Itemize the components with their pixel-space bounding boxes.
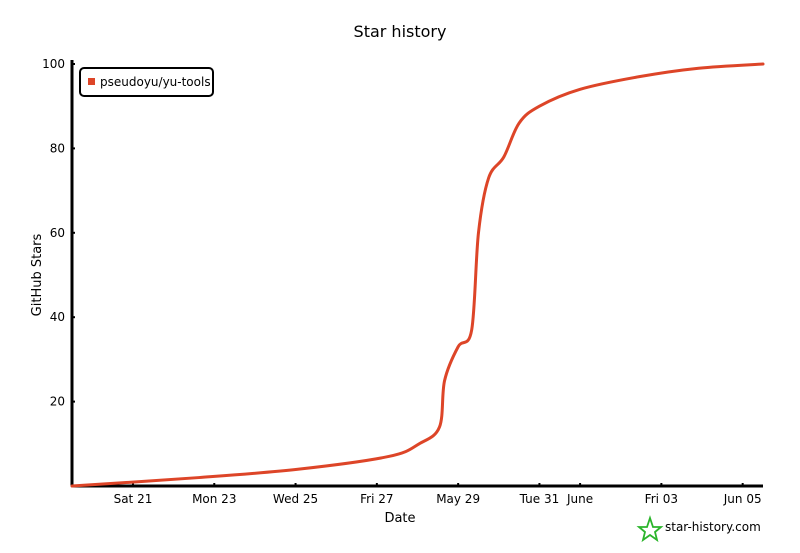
y-tick-label: 60 bbox=[50, 226, 65, 240]
legend-label: pseudoyu/yu-tools bbox=[100, 75, 211, 89]
x-tick-label: Fri 27 bbox=[360, 492, 393, 506]
plot-area bbox=[72, 64, 763, 486]
watermark-text: star-history.com bbox=[665, 520, 761, 534]
y-tick-label: 40 bbox=[50, 310, 65, 324]
legend-swatch bbox=[88, 78, 95, 85]
x-tick-label: Sat 21 bbox=[114, 492, 153, 506]
legend: pseudoyu/yu-tools bbox=[80, 68, 213, 96]
x-axis-label: Date bbox=[384, 511, 415, 526]
y-tick-label: 100 bbox=[42, 57, 65, 71]
chart-title: Star history bbox=[354, 22, 447, 41]
y-tick-label: 80 bbox=[50, 141, 65, 155]
x-tick-label: Mon 23 bbox=[192, 492, 236, 506]
x-tick-label: May 29 bbox=[436, 492, 480, 506]
series-line bbox=[72, 64, 763, 486]
watermark: star-history.com bbox=[639, 518, 761, 540]
x-tick-label: June bbox=[566, 492, 593, 506]
x-tick-label: Wed 25 bbox=[273, 492, 318, 506]
y-axis-label: GitHub Stars bbox=[30, 233, 45, 316]
y-tick-label: 20 bbox=[50, 395, 65, 409]
axes: Sat 21 Mon 23 Wed 25 Fri 27 May 29 Tue 31 June… bbox=[42, 57, 763, 506]
x-tick-label: Jun 05 bbox=[723, 492, 762, 506]
x-tick-label: Fri 03 bbox=[645, 492, 678, 506]
x-tick-label: Tue 31 bbox=[519, 492, 560, 506]
star-icon bbox=[639, 518, 661, 540]
